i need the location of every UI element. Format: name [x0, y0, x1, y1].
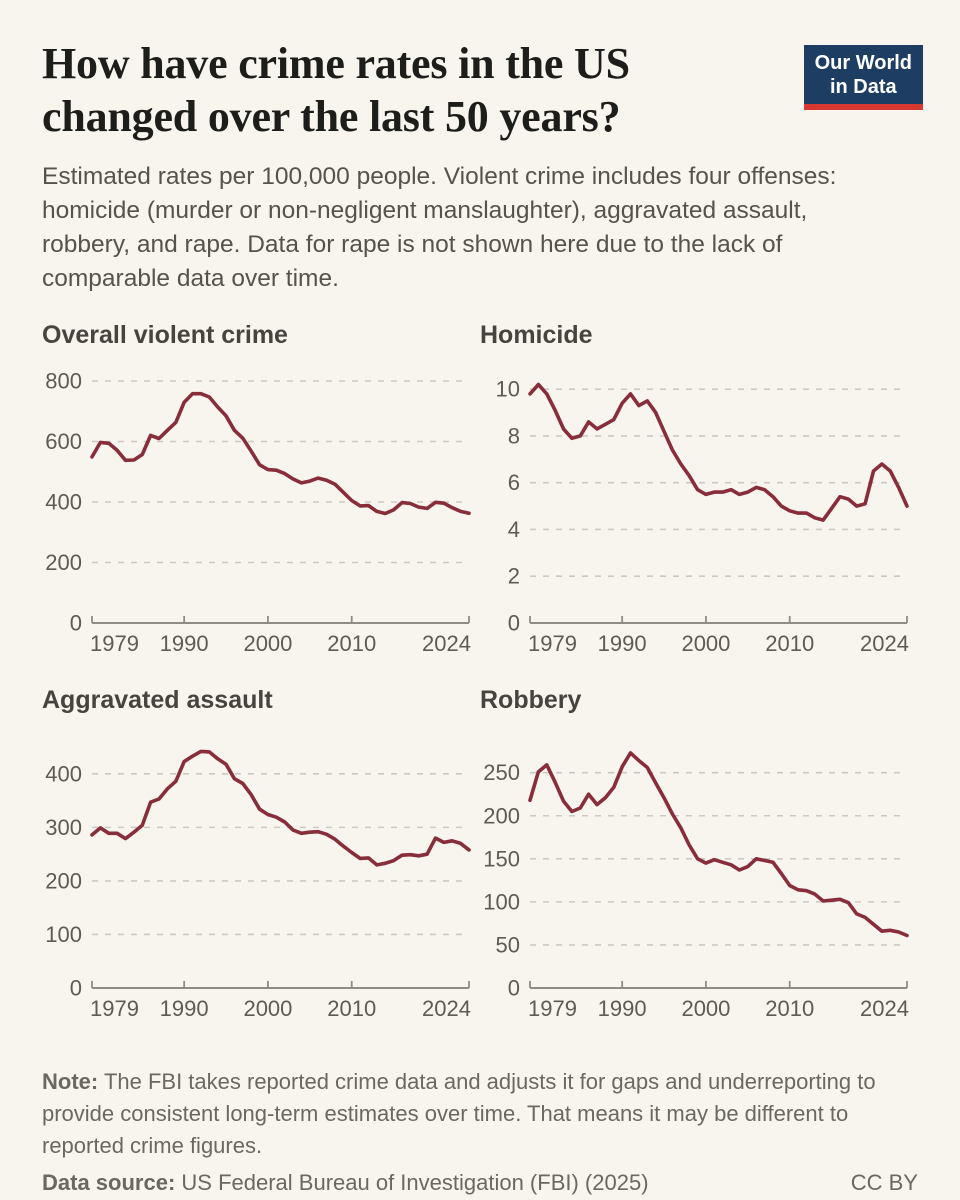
svg-text:300: 300 — [45, 814, 82, 839]
header: How have crime rates in the US changed o… — [42, 38, 923, 296]
line-chart-robbery: 0 50 100 150 200 250 1979 1990 2000 2010 2024 — [483, 750, 909, 1021]
svg-text:0: 0 — [508, 975, 520, 1000]
svg-text:1990: 1990 — [160, 996, 209, 1021]
owid-logo: Our World in Data — [803, 45, 923, 110]
svg-text:6: 6 — [508, 470, 520, 495]
svg-text:50: 50 — [496, 932, 520, 957]
page-title: How have crime rates in the US changed o… — [42, 39, 630, 141]
svg-text:1990: 1990 — [598, 631, 647, 656]
svg-text:8: 8 — [508, 423, 520, 448]
data-source-label: Data source: — [42, 1169, 176, 1195]
svg-text:2: 2 — [508, 563, 520, 588]
svg-text:400: 400 — [45, 761, 82, 786]
source-row: Data source: US Federal Bureau of Invest… — [42, 1167, 918, 1199]
svg-text:2024: 2024 — [422, 996, 471, 1021]
charts-grid: Overall violent crime 0 200 400 600 800 1979 1… — [42, 320, 918, 1050]
panel-robbery: Robbery 0 50 100 150 200 250 1979 1990 2000 2010 2… — [480, 685, 918, 1026]
svg-text:2000: 2000 — [681, 996, 730, 1021]
svg-text:2010: 2010 — [765, 631, 814, 656]
svg-text:2010: 2010 — [327, 631, 376, 656]
owid-logo-line2: in Data — [829, 76, 897, 98]
svg-text:800: 800 — [45, 368, 82, 393]
line-chart-homicide: 0 2 4 6 8 10 1979 1990 2000 2010 2024 — [496, 376, 909, 656]
chart-subtitle: Estimated rates per 100,000 people. Viol… — [42, 162, 837, 292]
svg-text:0: 0 — [70, 610, 82, 635]
svg-text:1990: 1990 — [160, 631, 209, 656]
svg-text:1979: 1979 — [90, 631, 139, 656]
svg-text:100: 100 — [483, 889, 520, 914]
data-source-text: US Federal Bureau of Investigation (FBI)… — [181, 1169, 649, 1195]
svg-text:2010: 2010 — [327, 996, 376, 1021]
panel-title-aggravated-assault: Aggravated assault — [42, 685, 273, 714]
svg-text:2024: 2024 — [860, 631, 909, 656]
note-label: Note: — [42, 1068, 99, 1094]
panel-title-homicide: Homicide — [480, 320, 593, 349]
svg-text:1990: 1990 — [598, 996, 647, 1021]
svg-text:0: 0 — [508, 610, 520, 635]
svg-text:200: 200 — [483, 803, 520, 828]
svg-text:2000: 2000 — [243, 996, 292, 1021]
svg-text:200: 200 — [45, 550, 82, 575]
panel-title-robbery: Robbery — [480, 685, 582, 714]
line-chart-overall-violent-crime: 0 200 400 600 800 1979 1990 2000 2010 2024 — [45, 368, 471, 656]
svg-text:2000: 2000 — [243, 631, 292, 656]
note-text: The FBI takes reported crime data and ad… — [42, 1068, 876, 1158]
svg-text:2000: 2000 — [681, 631, 730, 656]
panel-homicide: Homicide 0 2 4 6 8 10 1979 1990 2000 2010 2024 — [480, 320, 918, 661]
svg-text:0: 0 — [70, 975, 82, 1000]
svg-text:1979: 1979 — [90, 996, 139, 1021]
svg-text:2010: 2010 — [765, 996, 814, 1021]
data-source: Data source: US Federal Bureau of Invest… — [42, 1167, 649, 1199]
owid-logo-line1: Our World — [814, 52, 912, 74]
svg-text:600: 600 — [45, 429, 82, 454]
panel-overall-violent-crime: Overall violent crime 0 200 400 600 800 1979 1… — [42, 320, 480, 661]
svg-text:100: 100 — [45, 922, 82, 947]
panel-title-overall-violent-crime: Overall violent crime — [42, 320, 288, 349]
license-badge: CC BY — [850, 1169, 918, 1195]
svg-text:250: 250 — [483, 760, 520, 785]
svg-text:2024: 2024 — [422, 631, 471, 656]
svg-text:10: 10 — [496, 376, 520, 401]
svg-text:2024: 2024 — [860, 996, 909, 1021]
svg-text:400: 400 — [45, 489, 82, 514]
svg-text:4: 4 — [508, 517, 520, 542]
svg-text:1979: 1979 — [528, 996, 577, 1021]
panel-aggravated-assault: Aggravated assault 0 100 200 300 400 1979 1990… — [42, 685, 480, 1026]
line-chart-aggravated-assault: 0 100 200 300 400 1979 1990 2000 2010 2024 — [45, 749, 471, 1021]
footer: Note: The FBI takes reported crime data … — [42, 1066, 918, 1199]
svg-text:1979: 1979 — [528, 631, 577, 656]
svg-text:200: 200 — [45, 868, 82, 893]
footnote: Note: The FBI takes reported crime data … — [42, 1066, 918, 1162]
svg-text:150: 150 — [483, 846, 520, 871]
